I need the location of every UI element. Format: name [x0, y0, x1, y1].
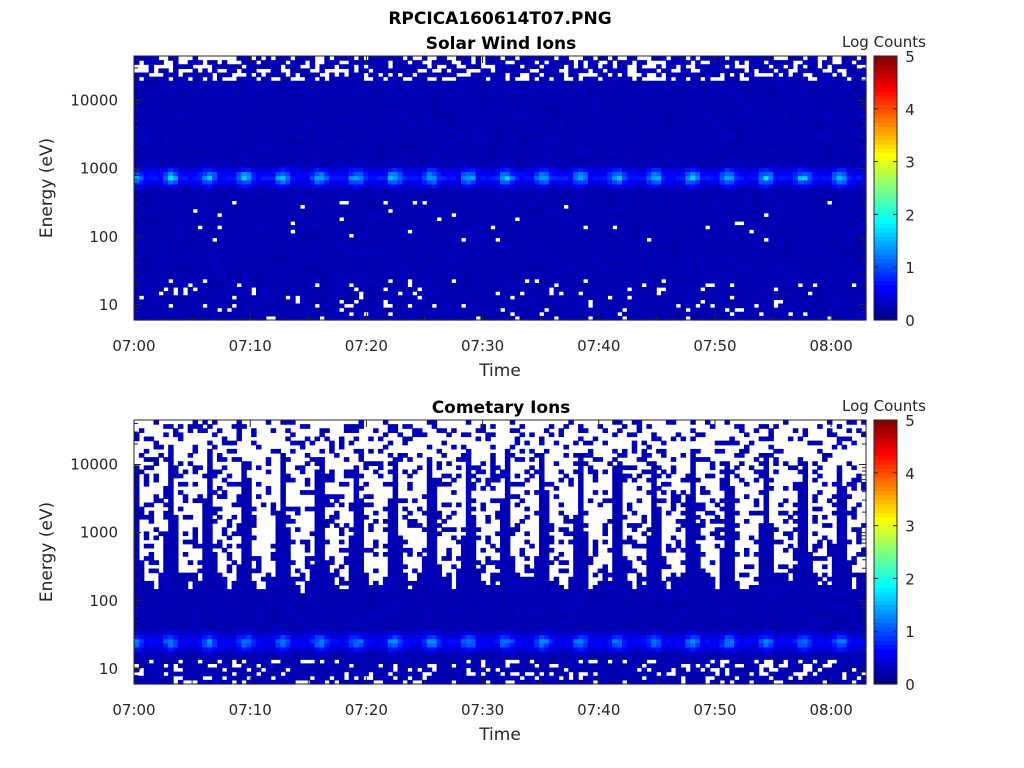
- figure-title: RPCICA160614T07.PNG: [388, 9, 611, 29]
- y-tick-label: 1000: [80, 160, 118, 178]
- colorbar-tick-label: 0: [905, 676, 915, 694]
- x-axis-label: Time: [478, 361, 521, 381]
- x-axis-label: Time: [478, 725, 521, 745]
- x-tick-label: 07:50: [693, 701, 736, 719]
- axes-frame: [133, 55, 867, 321]
- x-tick-label: 07:50: [693, 337, 736, 355]
- colorbar-tick-label: 1: [905, 259, 915, 277]
- colorbar-tick-label: 3: [905, 518, 915, 536]
- y-tick-label: 100: [89, 592, 118, 610]
- colorbar-tick-label: 5: [905, 412, 915, 430]
- colorbar-tick-label: 3: [905, 154, 915, 172]
- x-tick-label: 07:30: [461, 701, 504, 719]
- colorbar-tick-label: 2: [905, 206, 915, 224]
- y-tick-label: 10: [99, 660, 118, 678]
- x-tick-label: 07:40: [577, 701, 620, 719]
- y-tick-label: 1000: [80, 524, 118, 542]
- x-tick-label: 07:00: [112, 701, 155, 719]
- x-tick-label: 08:00: [810, 701, 853, 719]
- heatmap-cells: [134, 420, 867, 685]
- colorbar-tick-label: 2: [905, 570, 915, 588]
- x-tick-label: 07:20: [345, 701, 388, 719]
- x-tick-label: 07:20: [345, 337, 388, 355]
- colorbar-label: Log Counts: [842, 397, 926, 415]
- axes-frame: [133, 419, 867, 685]
- x-tick-label: 07:30: [461, 337, 504, 355]
- colorbar-tick-label: 5: [905, 48, 915, 66]
- x-tick-label: 08:00: [810, 337, 853, 355]
- panel-cometary: 07:00 07:10 07:20 07:30 07:40 07:50 08:0010100…: [37, 397, 926, 745]
- colorbar-tick-label: 1: [905, 623, 915, 641]
- y-tick-label: 10: [99, 296, 118, 314]
- heatmap-cells: [134, 56, 867, 321]
- y-tick-label: 10000: [70, 92, 118, 110]
- x-tick-label: 07:40: [577, 337, 620, 355]
- colorbar-tick-label: 4: [905, 465, 915, 483]
- y-axis-label: Energy (eV): [37, 138, 57, 238]
- x-tick-label: 07:10: [229, 337, 272, 355]
- colorbar-tick-label: 0: [905, 312, 915, 330]
- colorbar-label: Log Counts: [842, 33, 926, 51]
- y-tick-label: 100: [89, 228, 118, 246]
- x-tick-label: 07:10: [229, 701, 272, 719]
- y-tick-label: 10000: [70, 456, 118, 474]
- x-tick-label: 07:00: [112, 337, 155, 355]
- y-axis-label: Energy (eV): [37, 502, 57, 602]
- panel-title: Solar Wind Ions: [426, 34, 577, 54]
- colorbar-tick-label: 4: [905, 101, 915, 119]
- panel-title: Cometary Ions: [432, 398, 571, 418]
- panel-solar-wind: 07:00 07:10 07:20 07:30 07:40 07:50 08:0010100…: [37, 33, 926, 381]
